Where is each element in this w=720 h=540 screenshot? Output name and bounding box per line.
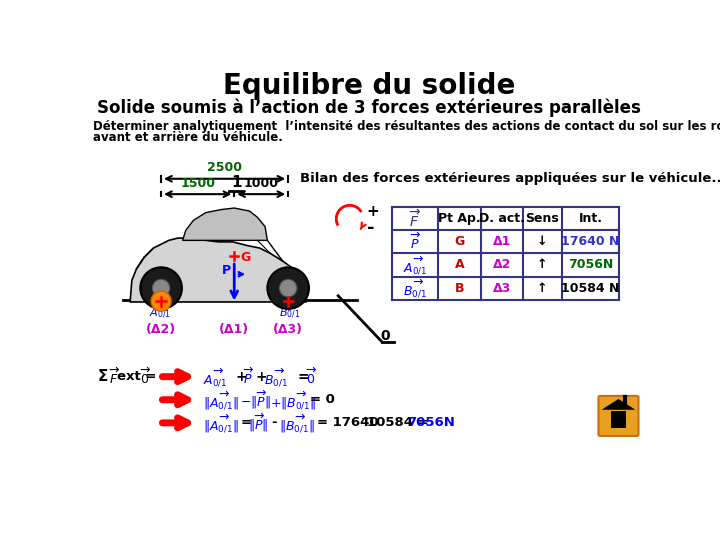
Text: Equilibre du solide: Equilibre du solide [222,72,516,100]
Polygon shape [183,208,267,240]
Text: = 17640: = 17640 [318,416,379,429]
Text: $+\Vert\overrightarrow{B_{0/1}}\Vert$: $+\Vert\overrightarrow{B_{0/1}}\Vert$ [270,389,316,410]
Text: Δ1: Δ1 [492,235,511,248]
Text: G: G [454,235,464,248]
Text: Solide soumis à l’action de 3 forces extérieures parallèles: Solide soumis à l’action de 3 forces ext… [97,99,641,117]
Text: = 0: = 0 [310,393,335,406]
Circle shape [153,279,170,297]
Text: $\Vert\overrightarrow{A_{0/1}}\Vert$: $\Vert\overrightarrow{A_{0/1}}\Vert$ [204,389,239,410]
Text: 7056N: 7056N [568,259,613,272]
Text: $-\Vert\overrightarrow{P}\Vert$: $-\Vert\overrightarrow{P}\Vert$ [240,389,271,411]
Text: G: G [240,251,251,264]
Text: 1000: 1000 [243,177,279,190]
Text: Pt Ap.: Pt Ap. [438,212,481,225]
Text: $\overrightarrow{0}$: $\overrightarrow{0}$ [140,367,150,387]
Text: B: B [455,281,464,295]
Text: $\overrightarrow{A_{0/1}}$: $\overrightarrow{A_{0/1}}$ [204,366,228,388]
Text: 10584 =: 10584 = [366,416,428,429]
Text: A: A [454,259,464,272]
Text: Sens: Sens [526,212,559,225]
Text: +: + [366,204,379,219]
Text: 1: 1 [231,174,241,190]
Text: $\Vert\overrightarrow{A_{0/1}}\Vert$: $\Vert\overrightarrow{A_{0/1}}\Vert$ [204,412,239,434]
Text: $\overrightarrow{B_{0/1}}$: $\overrightarrow{B_{0/1}}$ [403,277,427,299]
Text: ⁻: ⁻ [361,415,369,430]
Circle shape [279,279,297,297]
Text: ↑: ↑ [537,259,547,272]
Text: Δ2: Δ2 [492,259,511,272]
Text: ↑: ↑ [537,281,547,295]
Text: Δ3: Δ3 [492,281,511,295]
Text: Σ: Σ [98,369,108,384]
Text: 1500: 1500 [180,177,215,190]
Text: $\overrightarrow{P}$: $\overrightarrow{P}$ [243,367,255,387]
Text: 7056N: 7056N [408,416,455,429]
Text: (Δ3): (Δ3) [273,323,303,336]
Text: 2500: 2500 [207,161,242,174]
Text: 17640 N: 17640 N [561,235,620,248]
Text: Int.: Int. [578,212,603,225]
Text: avant et arrière du véhicule.: avant et arrière du véhicule. [94,131,283,144]
Text: 0: 0 [381,329,390,343]
Circle shape [267,267,309,309]
Text: +: + [235,370,248,383]
Text: +: + [256,370,267,383]
FancyBboxPatch shape [598,396,639,436]
Text: D. act.: D. act. [479,212,525,225]
Circle shape [140,267,182,309]
Polygon shape [130,238,306,302]
Circle shape [151,291,171,311]
Text: $\overrightarrow{F}$: $\overrightarrow{F}$ [109,367,120,387]
Text: =: = [297,370,309,383]
Text: 10584 N: 10584 N [561,281,620,295]
Text: $\overrightarrow{B_{0/1}}$: $\overrightarrow{B_{0/1}}$ [264,366,287,388]
Text: $\overrightarrow{P}$: $\overrightarrow{P}$ [410,232,420,252]
Text: -: - [366,219,374,237]
Text: Déterminer analytiquement  l’intensité des résultantes des actions de contact du: Déterminer analytiquement l’intensité de… [94,120,720,133]
Bar [611,411,626,428]
Text: $\Vert\overrightarrow{P}\Vert$: $\Vert\overrightarrow{P}\Vert$ [248,412,269,434]
Text: (Δ1): (Δ1) [219,323,249,336]
Text: $\overrightarrow{0}$: $\overrightarrow{0}$ [306,367,317,387]
Text: P: P [222,264,231,277]
Text: ext =: ext = [117,370,156,383]
Text: $\overrightarrow{A_{0/1}}$: $\overrightarrow{A_{0/1}}$ [403,254,428,276]
Text: $B_{0/1}$: $B_{0/1}$ [279,307,300,321]
Text: $\overrightarrow{F}$: $\overrightarrow{F}$ [409,208,421,230]
Text: $\Vert\overrightarrow{B_{0/1}}\Vert$: $\Vert\overrightarrow{B_{0/1}}\Vert$ [279,412,315,434]
Text: ↓: ↓ [537,235,547,248]
Text: -: - [271,416,276,429]
Polygon shape [601,399,636,410]
Text: $A_{0/1}$: $A_{0/1}$ [148,307,171,321]
Text: Bilan des forces extérieures appliquées sur le véhicule...: Bilan des forces extérieures appliquées … [300,172,720,185]
Text: (Δ2): (Δ2) [146,323,176,336]
Text: =: = [240,416,251,429]
